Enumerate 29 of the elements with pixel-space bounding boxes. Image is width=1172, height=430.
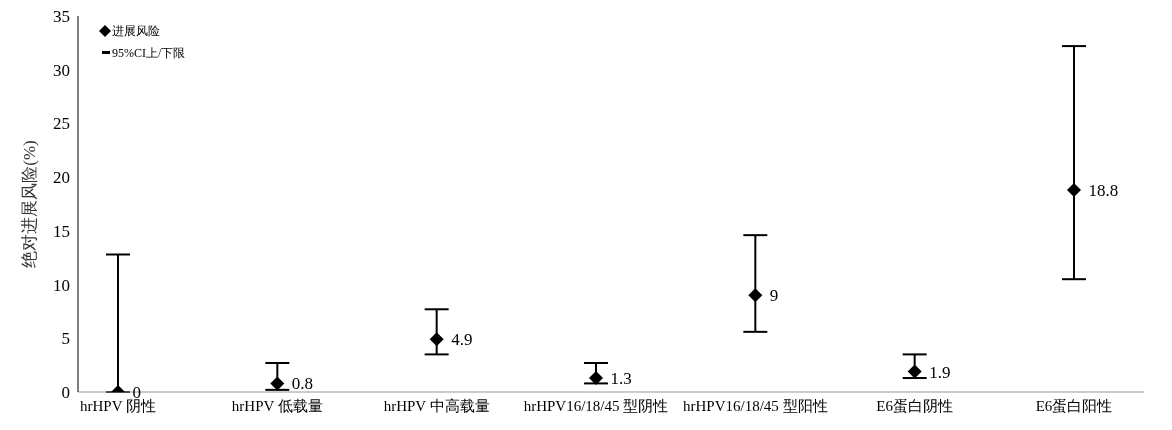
point — [429, 332, 444, 347]
y-tick-label: 35 — [53, 7, 70, 27]
data-label: 1.9 — [929, 362, 951, 382]
point — [270, 376, 285, 391]
y-axis-title: 绝对进展风险(%) — [20, 140, 40, 268]
y-tick-label: 15 — [53, 221, 70, 241]
y-tick-label: 25 — [53, 114, 70, 134]
y-tick-label: 5 — [61, 329, 70, 349]
data-label: 18.8 — [1088, 181, 1119, 201]
x-tick-label: E6蛋白阴性 — [876, 397, 953, 414]
point — [1067, 183, 1081, 198]
y-tick-label: 30 — [53, 60, 70, 80]
x-tick-label: hrHPV16/18/45 型阳性 — [683, 397, 828, 414]
data-label: 4.9 — [451, 330, 473, 350]
legend-label: 进展风险 — [112, 23, 160, 40]
point — [748, 288, 763, 303]
x-tick-label: hrHPV 低载量 — [231, 397, 323, 414]
annotation: 95%CI上/下限 — [112, 45, 186, 62]
data-label: 0.8 — [291, 374, 314, 394]
y-tick-label: 10 — [53, 275, 70, 295]
point — [589, 371, 603, 386]
point — [907, 364, 922, 379]
x-tick-label: hrHPV 中高载量 — [383, 397, 490, 414]
x-tick-label: hrHPV16/18/45 型阴性 — [523, 397, 669, 414]
y-tick-label: 0 — [61, 383, 70, 403]
y-tick-label: 20 — [53, 168, 70, 188]
x-tick-label: E6蛋白阳性 — [1035, 397, 1113, 414]
data-label: 9 — [769, 286, 779, 306]
data-label: 1.3 — [610, 369, 632, 389]
